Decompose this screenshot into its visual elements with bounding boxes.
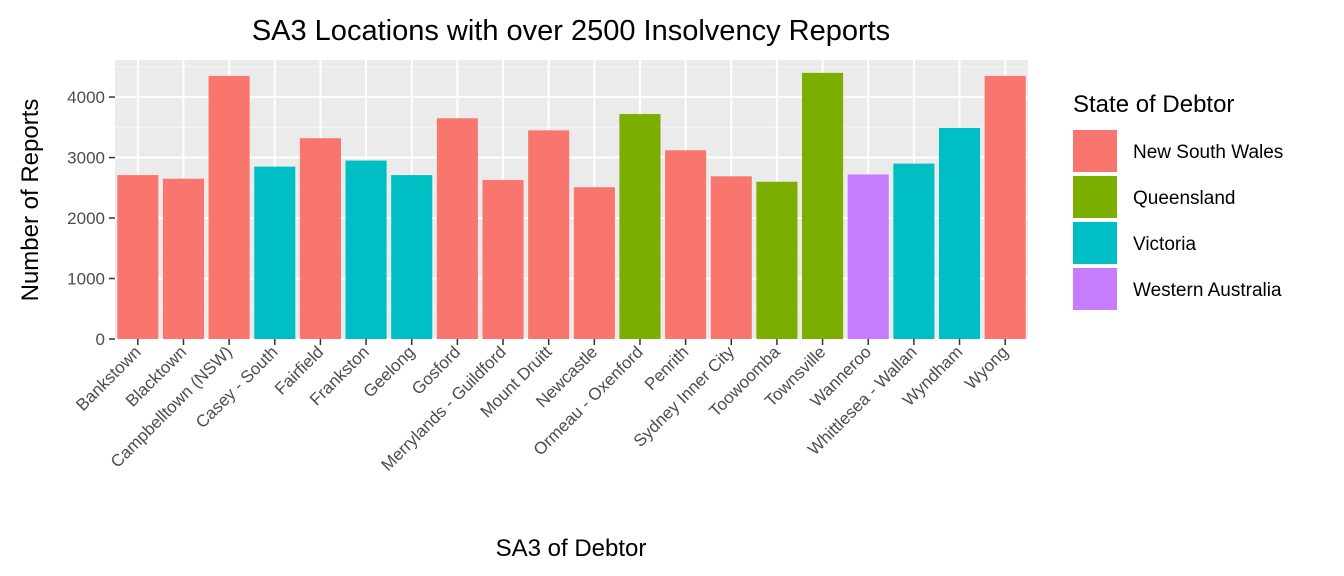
legend-key — [1073, 176, 1117, 218]
bar — [254, 166, 296, 339]
x-axis-title: SA3 of Debtor — [496, 535, 647, 562]
bar — [391, 175, 433, 339]
bar — [756, 181, 798, 339]
x-tick-label: Wyong — [961, 342, 1012, 393]
y-axis-title: Number of Reports — [17, 99, 44, 302]
y-axis: 0 1000 2000 3000 4000 — [67, 88, 115, 349]
bar — [482, 179, 524, 339]
bar — [299, 138, 341, 339]
y-tick-label: 4000 — [67, 88, 105, 107]
bar — [665, 150, 707, 339]
bar — [573, 187, 615, 339]
legend-items: New South Wales Queensland Victoria Western… — [1073, 130, 1283, 310]
bar — [619, 114, 661, 339]
legend-label: Victoria — [1133, 234, 1196, 255]
y-tick-label: 1000 — [67, 270, 105, 289]
plot-panel — [115, 60, 1028, 339]
bar — [802, 72, 844, 339]
bar — [893, 163, 935, 339]
chart-title: SA3 Locations with over 2500 Insolvency … — [252, 15, 890, 47]
bar — [162, 178, 205, 339]
legend-key — [1073, 268, 1117, 310]
y-tick-label: 0 — [96, 330, 105, 349]
bar — [208, 75, 250, 340]
bar — [345, 160, 387, 339]
legend-key — [1073, 222, 1117, 264]
bar — [117, 175, 159, 339]
bar — [436, 118, 478, 339]
legend-label: Queensland — [1133, 188, 1235, 209]
y-tick-label: 3000 — [67, 149, 105, 168]
legend-title: State of Debtor — [1073, 91, 1234, 118]
y-tick-label: 2000 — [67, 209, 105, 228]
bar — [984, 75, 1026, 340]
legend-label: New South Wales — [1133, 142, 1283, 163]
legend: State of Debtor New South Wales Queenslan… — [1073, 91, 1283, 310]
bar — [847, 174, 889, 339]
legend-key — [1073, 130, 1117, 172]
bar — [938, 127, 981, 339]
bar — [710, 176, 752, 339]
x-tick-label: Casey - South — [192, 342, 282, 432]
bar — [528, 130, 570, 339]
legend-label: Western Australia — [1133, 280, 1282, 301]
x-tick-label: Geelong — [360, 342, 419, 401]
bars — [117, 72, 1026, 340]
